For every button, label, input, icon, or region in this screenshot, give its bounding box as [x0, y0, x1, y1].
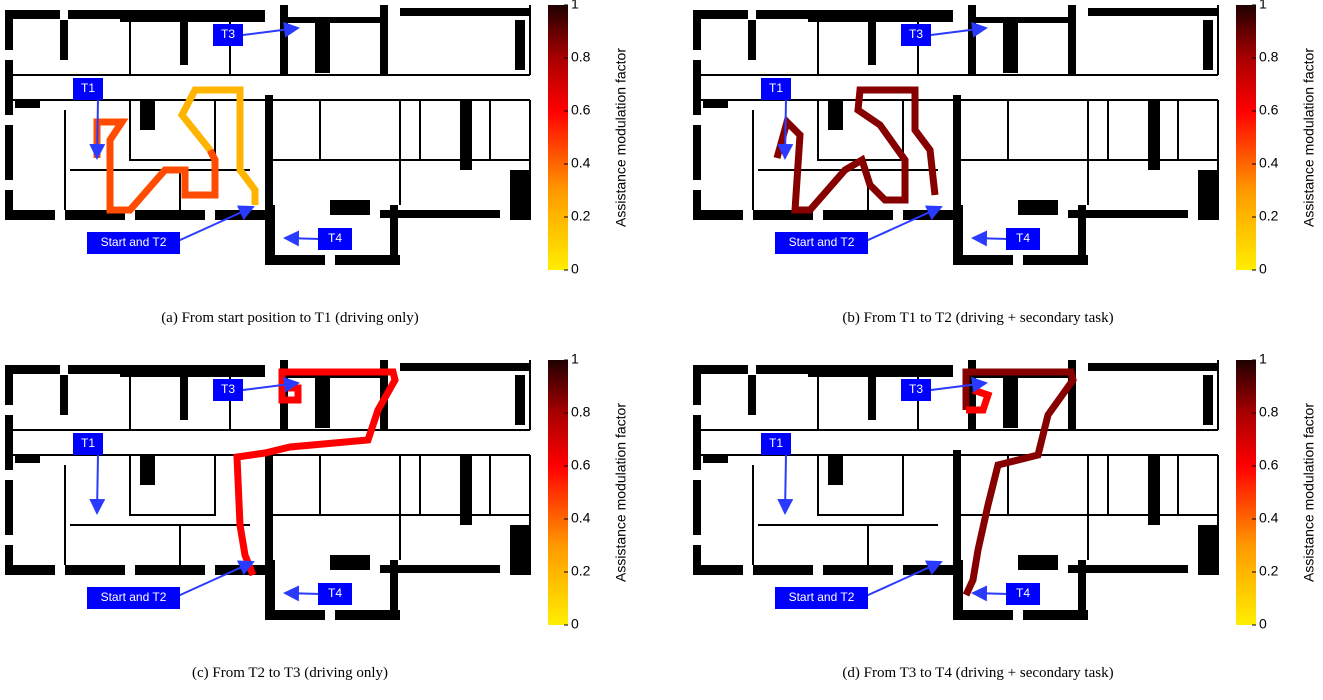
label-arrow: [97, 100, 98, 158]
colorbar-tick-label: 1: [1259, 0, 1267, 12]
label-arrow: [785, 100, 786, 158]
caption: (d) From T3 to T4 (driving + secondary t…: [842, 665, 1113, 681]
target-label: T4: [328, 231, 342, 245]
colorbar-tick-label: 0.2: [1259, 208, 1279, 224]
panel: T1 T3 T4 Start and T2 0 0.2 0.4 0.6 0.8 1 Assistan…: [5, 351, 629, 681]
colorbar: [548, 360, 568, 625]
caption: (c) From T2 to T3 (driving only): [192, 665, 388, 681]
target-label: T4: [1016, 586, 1030, 600]
target-label: T1: [769, 81, 783, 95]
colorbar-tick-label: 1: [571, 0, 579, 12]
target-label: T1: [769, 436, 783, 450]
colorbar-tick-label: 0.2: [571, 563, 591, 579]
target-label: T4: [328, 586, 342, 600]
colorbar-label: Assistance modulation factor: [613, 403, 629, 582]
colorbar-label: Assistance modulation factor: [1301, 403, 1317, 582]
colorbar-tick-label: 0: [571, 616, 579, 632]
panel: T1 T3 T4 Start and T2 0 0.2 0.4 0.6 0.8 1 Assistan…: [5, 0, 629, 326]
colorbar-tick-label: 0.6: [571, 457, 591, 473]
colorbar-tick-label: 0.4: [1259, 510, 1279, 526]
caption: (a) From start position to T1 (driving o…: [161, 310, 419, 326]
colorbar: [1236, 360, 1256, 625]
target-label: Start and T2: [101, 235, 167, 249]
page: T1 T3 T4 Start and T2 0 0.2 0.4 0.6 0.8 1 Assistan…: [0, 0, 1323, 700]
colorbar-tick-label: 0: [1259, 616, 1267, 632]
colorbar-tick-label: 0.4: [571, 155, 591, 171]
colorbar-tick-label: 1: [571, 351, 579, 367]
panel: T1 T3 T4 Start and T2 0 0.2 0.4 0.6 0.8 1 Assistan…: [693, 351, 1317, 681]
colorbar-tick-label: 0.6: [1259, 457, 1279, 473]
target-label: T3: [909, 382, 923, 396]
panel: T1 T3 T4 Start and T2 0 0.2 0.4 0.6 0.8 1 Assistan…: [693, 0, 1317, 326]
label-arrow: [285, 593, 320, 594]
floor-map: [693, 360, 1218, 620]
trajectory: [777, 90, 935, 210]
target-label: T1: [81, 81, 95, 95]
target-label: T3: [909, 27, 923, 41]
colorbar-label: Assistance modulation factor: [1301, 48, 1317, 227]
label-arrow: [243, 28, 298, 35]
label-arrow: [973, 593, 1008, 594]
colorbar-label: Assistance modulation factor: [613, 48, 629, 227]
target-label: T4: [1016, 231, 1030, 245]
floor-map: [5, 360, 530, 620]
colorbar: [548, 5, 568, 270]
label-arrow: [931, 28, 986, 35]
label-arrow: [785, 455, 786, 513]
figure: T1 T3 T4 Start and T2 0 0.2 0.4 0.6 0.8 1 Assistan…: [0, 0, 1323, 700]
colorbar-tick-label: 0.6: [571, 102, 591, 118]
target-label: T3: [221, 27, 235, 41]
target-label: Start and T2: [789, 590, 855, 604]
colorbar-tick-label: 0.4: [1259, 155, 1279, 171]
caption: (b) From T1 to T2 (driving + secondary t…: [842, 310, 1113, 326]
colorbar-tick-label: 0.2: [571, 208, 591, 224]
colorbar-tick-label: 0: [571, 261, 579, 277]
label-arrow: [973, 238, 1008, 239]
colorbar: [1236, 5, 1256, 270]
target-label: T3: [221, 382, 235, 396]
colorbar-tick-label: 1: [1259, 351, 1267, 367]
floor-map: [5, 5, 530, 265]
target-label: Start and T2: [101, 590, 167, 604]
colorbar-tick-label: 0.2: [1259, 563, 1279, 579]
colorbar-tick-label: 0: [1259, 261, 1267, 277]
target-label: Start and T2: [789, 235, 855, 249]
colorbar-tick-label: 0.8: [571, 404, 591, 420]
colorbar-tick-label: 0.8: [571, 49, 591, 65]
colorbar-tick-label: 0.4: [571, 510, 591, 526]
colorbar-tick-label: 0.6: [1259, 102, 1279, 118]
target-label: T1: [81, 436, 95, 450]
label-arrow: [285, 238, 320, 239]
floor-map: [693, 5, 1218, 265]
colorbar-tick-label: 0.8: [1259, 49, 1279, 65]
label-arrow: [97, 455, 98, 513]
colorbar-tick-label: 0.8: [1259, 404, 1279, 420]
